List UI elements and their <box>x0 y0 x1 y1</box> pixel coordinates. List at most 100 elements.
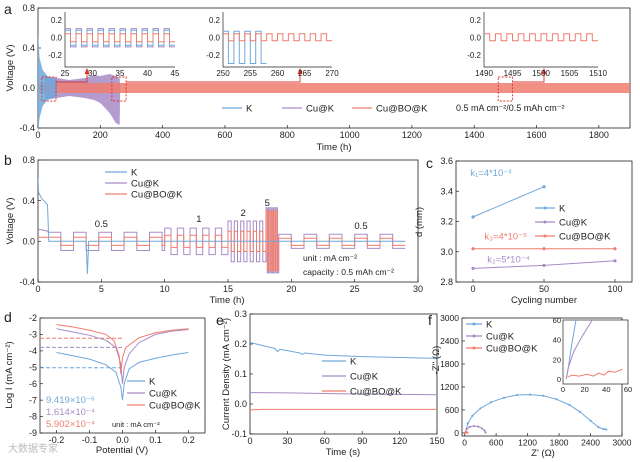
inset-x-tick-label: 260 <box>271 69 285 78</box>
series-line-cu-k <box>565 320 593 380</box>
y-axis-label: Log I (mA cm⁻²) <box>4 341 15 408</box>
inset-x-tick-label: 60 <box>624 385 632 394</box>
y-tick-label: -4 <box>29 346 37 356</box>
panel-label: f <box>428 312 432 328</box>
data-point <box>468 425 471 428</box>
x-tick-label: 15 <box>223 284 233 294</box>
series-line-k <box>249 342 438 359</box>
y-tick-label: -7 <box>29 395 37 405</box>
x-tick-label: 1000 <box>340 130 360 140</box>
legend-marker <box>472 322 476 326</box>
corrosion-current-value: 1.614×10⁻⁴ <box>46 407 95 418</box>
data-point <box>479 407 482 410</box>
data-point <box>502 396 506 399</box>
rate-label: 1 <box>196 214 201 225</box>
inset-x-tick-label: 45 <box>171 69 180 78</box>
legend-marker <box>543 234 547 238</box>
x-tick-label: 1800 <box>550 438 569 448</box>
y-tick-label: 3.0 <box>440 247 453 257</box>
data-point <box>466 422 469 425</box>
inset-y-tick-label: 0 <box>557 375 561 384</box>
y-tick-label: 3.2 <box>440 217 453 227</box>
data-point <box>515 393 519 397</box>
legend-label: K <box>131 168 138 179</box>
panel-label: a <box>4 1 12 17</box>
arrow-head-icon <box>541 68 547 74</box>
zoom-window-box <box>111 76 127 102</box>
inset-x-tick-label: 255 <box>244 69 258 78</box>
series-line-k <box>56 352 189 401</box>
y-tick-label: 0.0 <box>22 83 35 93</box>
data-point <box>484 431 487 434</box>
data-point <box>480 427 484 430</box>
y-tick-label: -0.4 <box>19 123 35 133</box>
panel-a-voltage-cycling: 0 200 400 600 800 1000 1200 1400 1600 1800 -0.4 0.0… <box>4 1 631 153</box>
x-tick-label: 0 <box>35 284 40 294</box>
x-tick-label: 5 <box>99 284 104 294</box>
inset-y-tick-label: 40 <box>553 336 561 345</box>
inset-x-tick-label: 35 <box>116 69 125 78</box>
series-line-k <box>465 394 607 433</box>
inset-x-tick-label: 1495 <box>504 69 522 78</box>
x-tick-label: 0 <box>35 130 40 140</box>
series-line-cu-bo-k <box>223 33 332 42</box>
y-tick-label: 3.4 <box>440 186 453 196</box>
legend-marker <box>472 334 476 338</box>
legend-label: Cu@K <box>149 389 178 400</box>
inset-x-tick-label: 1510 <box>589 69 607 78</box>
y-tick-label: -0.4 <box>19 277 35 287</box>
y-axis-label: d (mm) <box>414 207 425 237</box>
data-point <box>471 266 475 270</box>
data-point <box>471 215 475 219</box>
figure-panels: 0 200 400 600 800 1000 1200 1400 1600 1800-0.40.0… <box>4 1 633 459</box>
inset-x-tick-label: 1505 <box>561 69 579 78</box>
y-tick-label: 0.0 <box>22 236 35 246</box>
data-point <box>471 414 474 417</box>
data-point <box>578 410 582 413</box>
data-point <box>602 428 605 431</box>
x-tick-label: 120 <box>392 436 407 446</box>
data-point <box>597 426 600 429</box>
x-tick-label: 150 <box>429 436 444 446</box>
inset-y-tick-label: 0.2 <box>209 16 221 25</box>
data-point <box>489 401 492 404</box>
x-tick-label: 0 <box>462 438 467 448</box>
inset-x-tick-label: 250 <box>216 69 230 78</box>
inset-zoom-2: 250 255 260 265 270 -0.2 0.0 0.2 <box>206 12 339 78</box>
inset-x-tick-label: 30 <box>88 69 97 78</box>
condition-text: 0.5 mA cm⁻²/0.5 mAh cm⁻² <box>456 103 565 113</box>
plot-frame <box>249 313 438 435</box>
series-line-cu-bo-k <box>484 33 598 42</box>
inset-y-tick-label: 0.0 <box>209 33 221 42</box>
data-point <box>542 247 546 251</box>
x-tick-label: 1800 <box>589 130 609 140</box>
test-condition-note: unit : mA cm⁻² <box>303 253 357 263</box>
y-tick-label: 0.3 <box>234 309 247 319</box>
x-tick-label: 0 <box>247 436 252 446</box>
inset-y-tick-label: 0.2 <box>470 16 482 25</box>
y-tick-label: -6 <box>29 379 37 389</box>
y-tick-label: 0.2 <box>234 339 247 349</box>
legend-marker <box>543 220 547 224</box>
zoom-window-box <box>497 76 513 102</box>
x-axis-label: Z' (Ω) <box>531 448 555 459</box>
x-tick-label: 200 <box>93 130 108 140</box>
panel-label: b <box>4 152 12 168</box>
y-tick-label: 2.8 <box>440 277 453 287</box>
y-tick-label: 3000 <box>440 313 459 323</box>
data-point <box>471 247 475 251</box>
y-tick-label: 0.8 <box>22 3 35 13</box>
inset-y-tick-label: 0.0 <box>51 33 63 42</box>
inset-high-frequency: 0 20 40 60 0 20 40 60 <box>553 316 633 394</box>
x-tick-label: 1200 <box>402 130 422 140</box>
rate-label: 0.5 <box>354 221 367 232</box>
inset-y-tick-label: 0.2 <box>51 16 63 25</box>
inset-y-tick-label: -0.2 <box>206 51 220 60</box>
y-tick-label: -0.1 <box>231 429 247 439</box>
inset-zoom-1: 25 30 35 40 45 -0.2 0.0 0.2 <box>48 12 180 78</box>
inset-x-tick-label: 270 <box>325 69 339 78</box>
x-tick-label: 30 <box>413 284 423 294</box>
x-tick-label: 30 <box>282 436 292 446</box>
y-axis-label: Voltage (V) <box>5 45 16 92</box>
inset-x-tick-label: 1500 <box>532 69 550 78</box>
